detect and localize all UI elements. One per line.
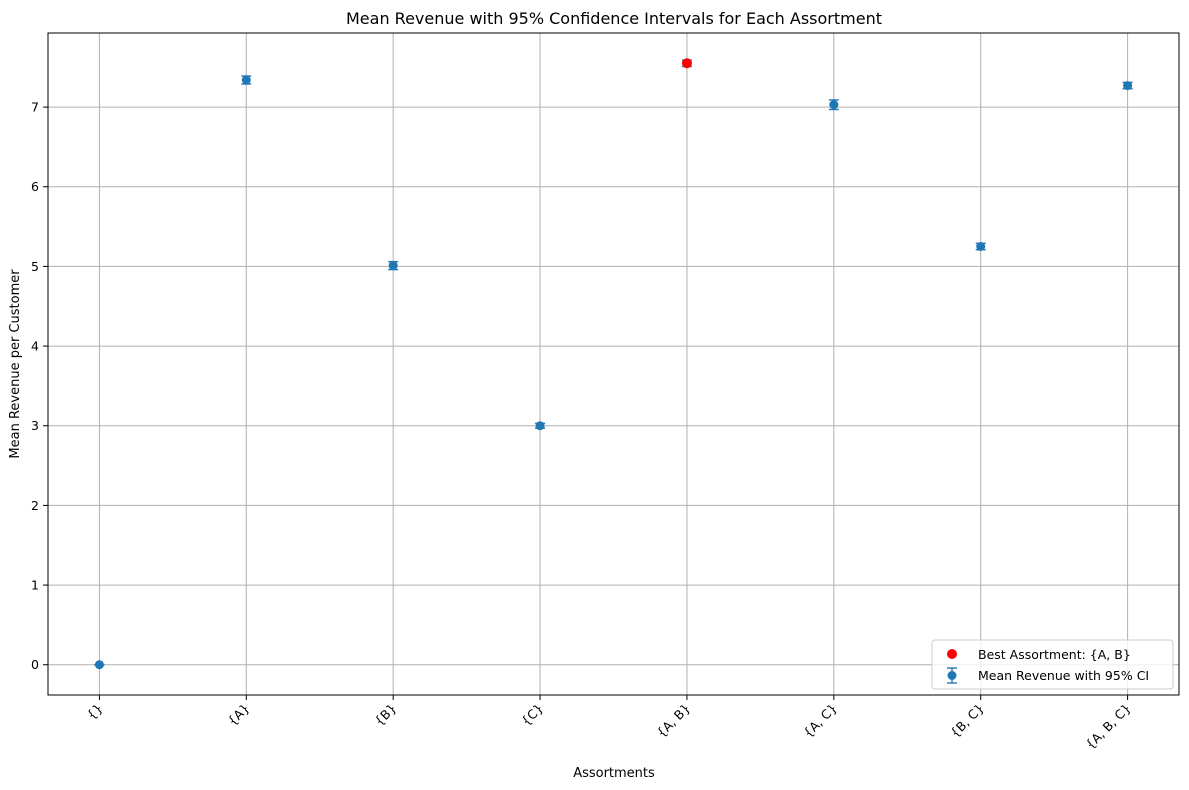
- plot-frame: [47, 32, 1180, 696]
- x-axis-ticks: {} {A} {B} {C} {A, B} {A, C} {B, C} {A, B, C}: [84, 695, 1134, 752]
- x-tick-label: {B, C}: [947, 701, 987, 741]
- y-tick-label: 3: [31, 418, 39, 433]
- y-tick-label: 1: [31, 578, 39, 593]
- y-axis-ticks: 0 1 2 3 4 5 6 7: [31, 100, 48, 672]
- legend-mean-label: Mean Revenue with 95% CI: [978, 668, 1149, 683]
- y-tick-label: 2: [31, 498, 39, 513]
- x-tick-label: {}: [84, 701, 106, 723]
- x-tick-label: {A, B, C}: [1082, 701, 1133, 752]
- x-axis-label: Assortments: [573, 766, 655, 781]
- y-tick-label: 7: [31, 100, 39, 115]
- mean-point: [976, 241, 986, 251]
- mean-point: [535, 421, 545, 431]
- chart-title: Mean Revenue with 95% Confidence Interva…: [346, 9, 882, 28]
- legend-mean-marker: [947, 671, 957, 680]
- legend-best-marker: [947, 649, 957, 659]
- mean-point: [388, 261, 398, 271]
- x-tick-label: {A}: [225, 701, 253, 729]
- data-marks: [94, 58, 1133, 670]
- x-tick-label: {A, B}: [653, 701, 693, 741]
- mean-point: [241, 75, 251, 85]
- grid: [48, 33, 1179, 695]
- mean-point: [94, 660, 104, 670]
- legend-box: [931, 639, 1174, 690]
- legend: Best Assortment: {A, B} Mean Revenue wit…: [931, 639, 1174, 690]
- mean-point: [829, 100, 839, 110]
- x-tick-label: {A, C}: [800, 701, 840, 741]
- best-assortment-point: [681, 58, 692, 69]
- x-tick-label: {C}: [518, 701, 546, 729]
- legend-best-label: Best Assortment: {A, B}: [978, 647, 1131, 662]
- mean-point: [1123, 81, 1133, 91]
- y-tick-label: 6: [31, 179, 39, 194]
- y-tick-label: 5: [31, 259, 39, 274]
- y-tick-label: 0: [31, 657, 39, 672]
- y-axis-label: Mean Revenue per Customer: [8, 269, 23, 459]
- y-tick-label: 4: [31, 339, 39, 354]
- x-tick-label: {B}: [371, 701, 399, 729]
